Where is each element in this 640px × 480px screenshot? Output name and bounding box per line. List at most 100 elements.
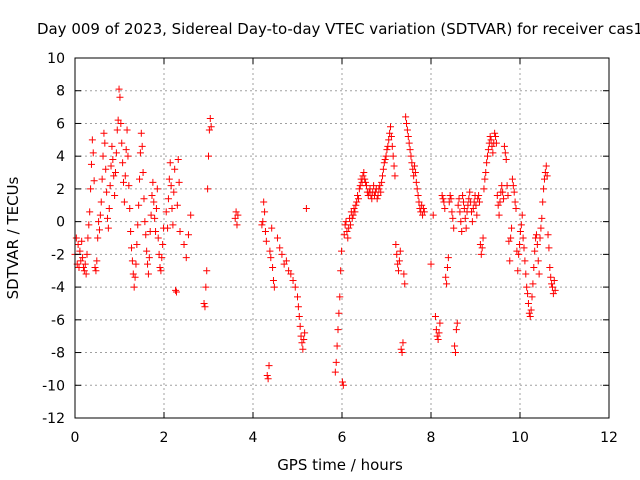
data-point <box>373 195 381 203</box>
data-point <box>383 146 391 154</box>
data-point <box>506 257 514 265</box>
data-point <box>530 263 538 271</box>
data-point <box>551 286 559 294</box>
data-point <box>462 224 470 232</box>
data-point <box>103 214 111 222</box>
data-point <box>395 267 403 275</box>
data-point <box>380 159 388 167</box>
data-point <box>465 195 473 203</box>
data-point <box>126 205 134 213</box>
data-point <box>105 205 113 213</box>
data-point <box>475 191 483 199</box>
data-point <box>439 195 447 203</box>
data-point <box>173 201 181 209</box>
data-point <box>378 172 386 180</box>
data-point <box>129 270 137 278</box>
data-point <box>390 162 398 170</box>
data-point <box>500 195 508 203</box>
data-point <box>300 335 308 343</box>
data-point <box>232 208 240 216</box>
data-point <box>454 201 462 209</box>
data-point <box>158 254 166 262</box>
data-point <box>145 254 153 262</box>
data-point <box>356 182 364 190</box>
data-point <box>89 149 97 157</box>
x-tick-label: 6 <box>338 430 347 446</box>
data-point <box>393 250 401 258</box>
data-point <box>419 205 427 213</box>
data-point <box>127 227 135 235</box>
data-point <box>174 155 182 163</box>
data-point <box>142 231 150 239</box>
data-point <box>526 313 534 321</box>
data-point <box>299 345 307 353</box>
data-point <box>122 146 130 154</box>
data-point <box>493 191 501 199</box>
data-point <box>376 182 384 190</box>
data-point <box>260 198 268 206</box>
data-point <box>162 208 170 216</box>
data-point <box>130 283 138 291</box>
data-point <box>477 250 485 258</box>
x-tick-labels: 0 2 4 6 8 10 12 <box>71 430 618 446</box>
data-point <box>263 371 271 379</box>
data-point <box>346 221 354 229</box>
data-point <box>434 335 442 343</box>
data-point <box>168 205 176 213</box>
data-point <box>101 139 109 147</box>
data-point <box>443 280 451 288</box>
data-point <box>72 234 80 242</box>
data-point <box>339 381 347 389</box>
data-point <box>157 267 165 275</box>
data-point <box>261 227 269 235</box>
data-point <box>165 175 173 183</box>
data-point <box>110 172 118 180</box>
data-point <box>516 227 524 235</box>
data-point <box>507 234 515 242</box>
data-point <box>82 270 90 278</box>
data-point <box>205 126 213 134</box>
data-point <box>518 211 526 219</box>
data-point <box>388 142 396 150</box>
data-point <box>527 306 535 314</box>
data-point <box>172 286 180 294</box>
data-point <box>103 188 111 196</box>
data-point <box>261 208 269 216</box>
data-point <box>143 247 151 255</box>
data-point <box>533 241 541 249</box>
data-point <box>483 159 491 167</box>
data-point <box>95 218 103 226</box>
data-point <box>172 288 180 296</box>
data-point <box>336 293 344 301</box>
data-point <box>301 329 309 337</box>
data-point <box>427 260 435 268</box>
data-point <box>436 319 444 327</box>
data-point <box>167 182 175 190</box>
chart-title: Day 009 of 2023, Sidereal Day-to-day VTE… <box>37 20 640 38</box>
data-point <box>74 241 82 249</box>
data-point <box>539 198 547 206</box>
data-point <box>488 142 496 150</box>
data-point <box>98 175 106 183</box>
data-point <box>476 198 484 206</box>
data-point <box>404 133 412 141</box>
data-point <box>536 234 544 242</box>
data-point <box>449 214 457 222</box>
data-point <box>335 309 343 317</box>
y-tick-label: -6 <box>51 313 65 329</box>
data-point <box>549 290 557 298</box>
data-point <box>419 211 427 219</box>
data-point <box>543 172 551 180</box>
data-point <box>520 244 528 252</box>
data-point <box>433 332 441 340</box>
data-point <box>403 119 411 127</box>
data-point <box>456 208 464 216</box>
data-point <box>459 191 467 199</box>
data-point <box>140 195 148 203</box>
data-point <box>453 319 461 327</box>
data-point <box>133 241 141 249</box>
data-point <box>267 254 275 262</box>
data-point <box>298 339 306 347</box>
data-point <box>87 160 95 168</box>
y-axis-label: SDTVAR / TECUs <box>4 176 22 299</box>
